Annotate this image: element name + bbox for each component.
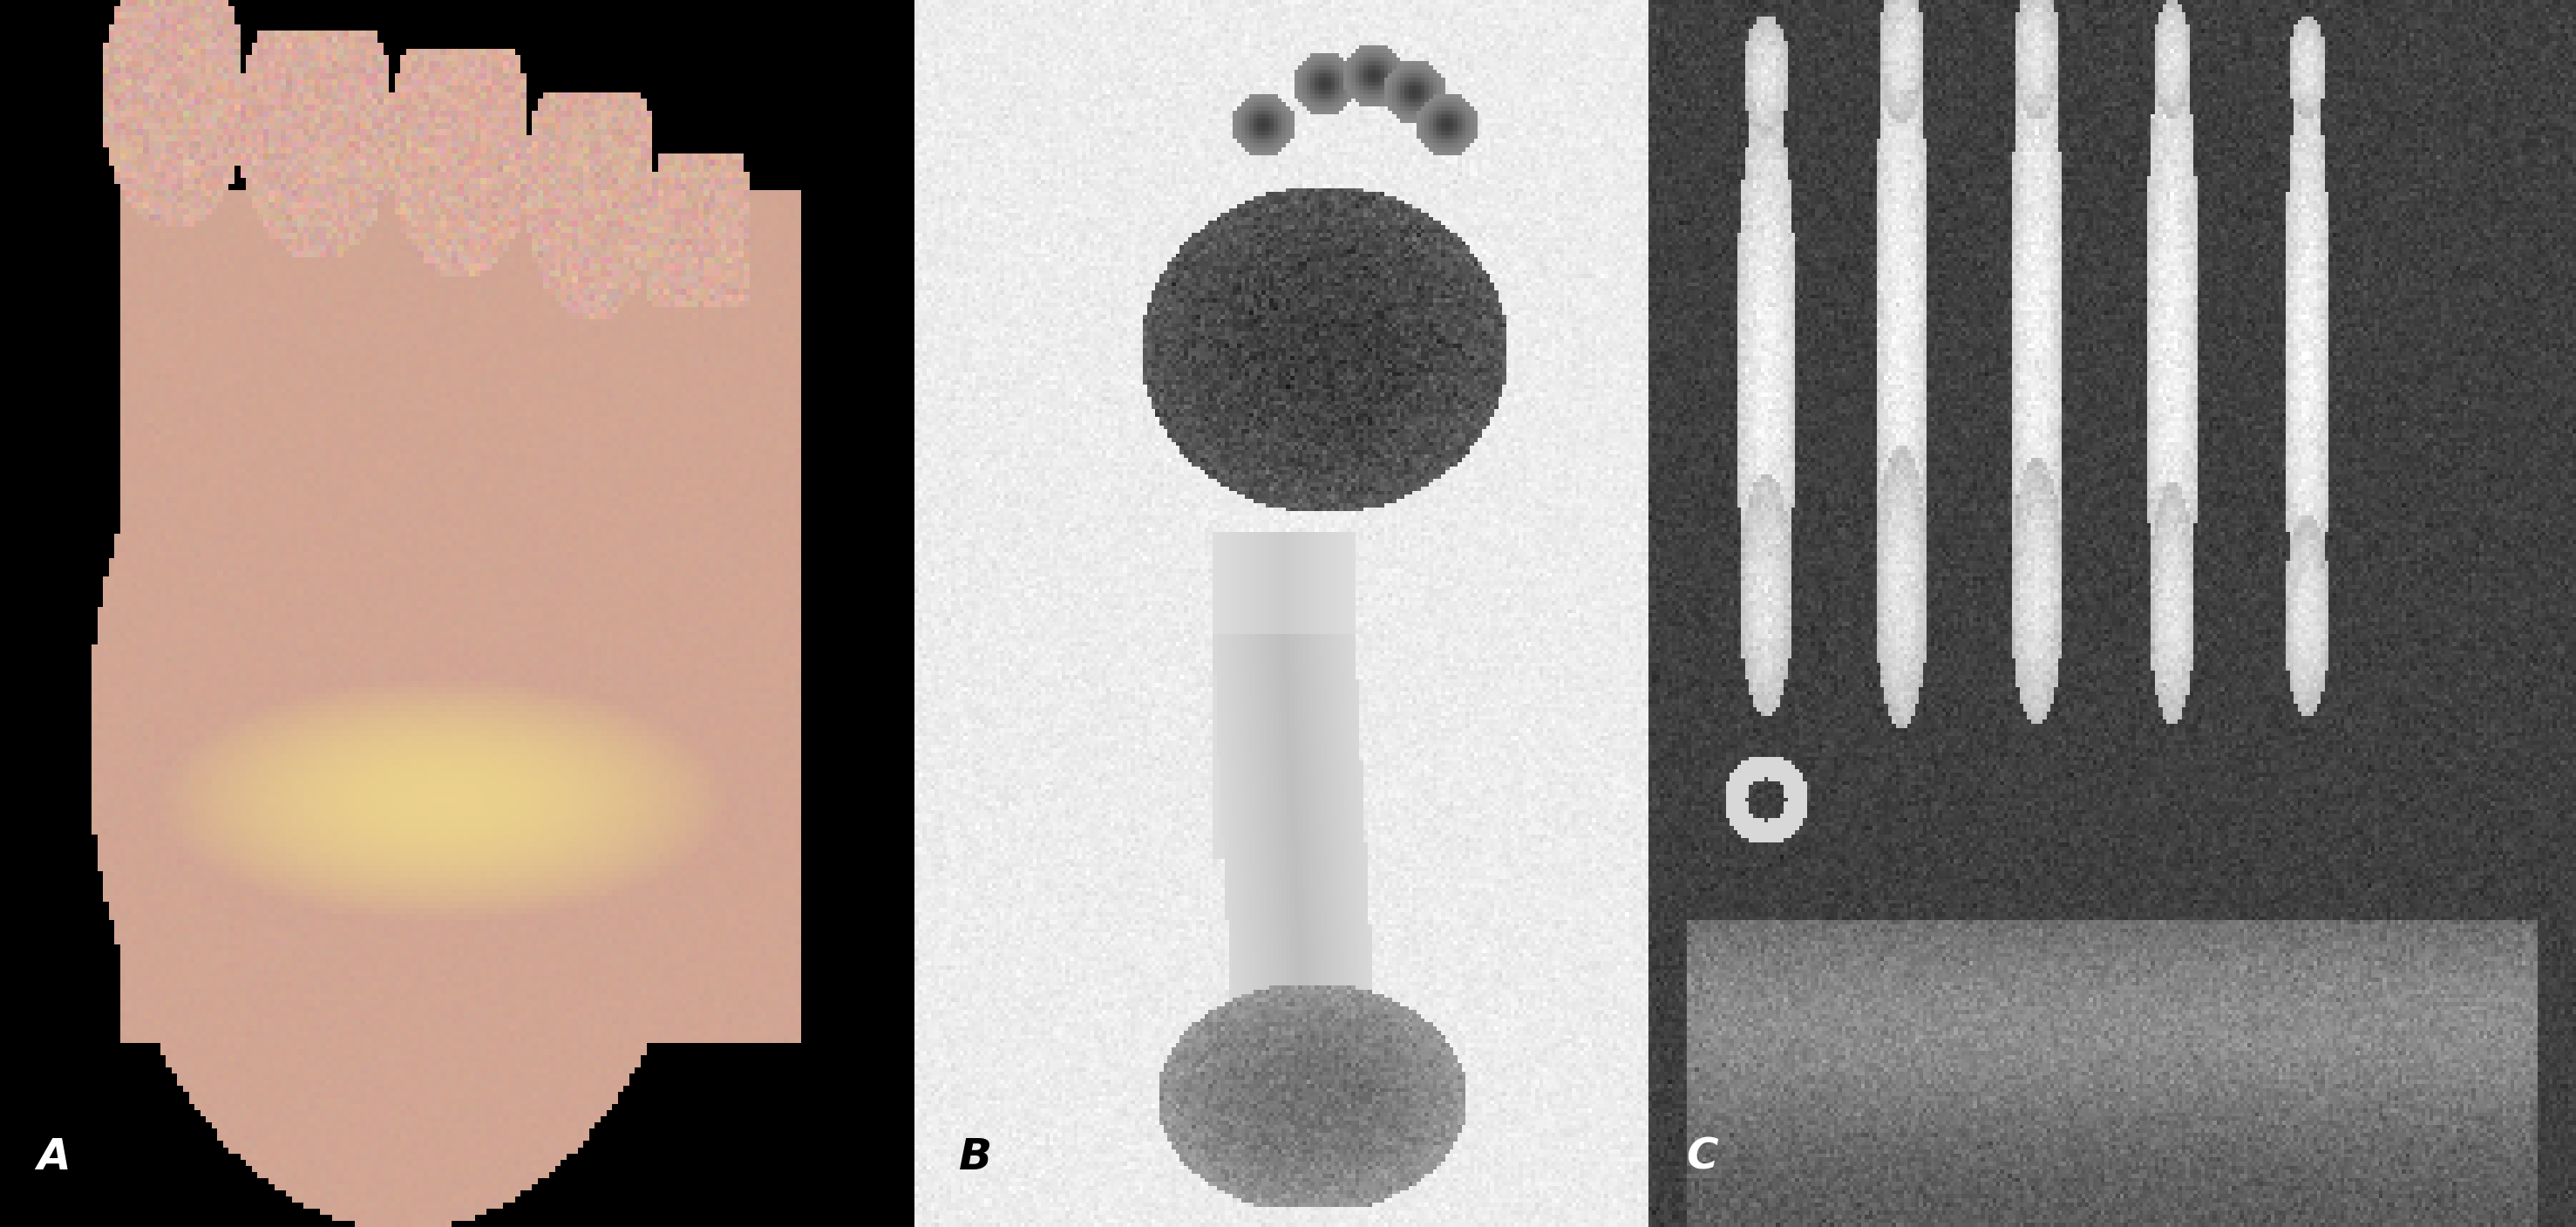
Text: A: A <box>36 1136 70 1178</box>
Text: C: C <box>1685 1136 1718 1178</box>
Text: B: B <box>958 1136 992 1178</box>
